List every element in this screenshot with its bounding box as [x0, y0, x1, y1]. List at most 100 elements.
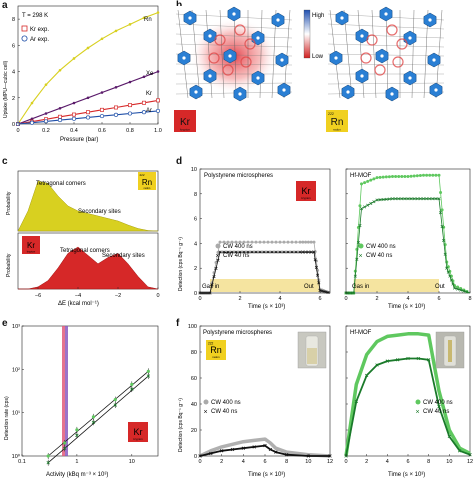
- a-point-rn: [72, 57, 76, 60]
- a-xtick-label: 0.4: [70, 128, 78, 134]
- node-centre: [282, 88, 286, 92]
- d-xlabel-left: Time (s × 10³): [248, 304, 285, 310]
- d-point-40: [353, 274, 357, 278]
- svg-text:CW 40 ns: CW 40 ns: [223, 253, 249, 259]
- d-point-400: [358, 204, 362, 208]
- svg-text:CW 400 ns: CW 400 ns: [211, 400, 241, 406]
- badge-kr: Kr krypton: [174, 110, 196, 132]
- a-ytick-label: 0: [12, 122, 15, 128]
- d-point-40: [222, 250, 226, 254]
- d-point-40: [363, 205, 367, 209]
- a-point-rn: [86, 46, 90, 50]
- f-point-40: [437, 404, 441, 409]
- d-point-40: [415, 197, 419, 201]
- gas-exposure-band-left: [210, 279, 320, 292]
- c-xlabel: ΔE (kcal mol⁻¹): [58, 301, 99, 307]
- d-point-40: [459, 288, 463, 292]
- d-point-40: [210, 283, 214, 287]
- f-point-40: [274, 450, 278, 454]
- d-point-400: [412, 174, 416, 178]
- svg-text:Rn: Rn: [142, 178, 152, 187]
- a-xtick-label: 0.8: [126, 128, 134, 134]
- e-point-400: [146, 369, 150, 373]
- e-band-purple: [65, 326, 68, 456]
- f-point-40: [426, 358, 431, 362]
- d-xtick-label: 2: [238, 296, 241, 302]
- d-line-40: [200, 251, 331, 294]
- svg-text:CW 40 ns: CW 40 ns: [423, 409, 449, 415]
- node-centre: [238, 92, 242, 96]
- a-point-xe: [44, 112, 48, 115]
- a-point-ar: [113, 112, 119, 117]
- e-point-40: [146, 374, 151, 378]
- f-xtick-label: 10: [305, 459, 311, 465]
- d-point-40: [242, 250, 246, 254]
- a-xtick-label: 1.0: [154, 128, 162, 134]
- panel-b-structures: High Low Kr krypton 222 Rn radon: [174, 6, 446, 132]
- f-point-40: [406, 356, 410, 361]
- e-ytick-label: 10¹: [12, 411, 20, 417]
- a-point-ar: [85, 115, 91, 120]
- node-centre: [408, 36, 412, 40]
- a-xtick-label: 0.2: [42, 128, 50, 134]
- d-point-40: [428, 197, 432, 201]
- svg-text:CW 400 ns: CW 400 ns: [366, 244, 396, 250]
- d-line-40: [346, 198, 471, 294]
- d-point-400: [254, 240, 258, 244]
- d-gas-in-left: Gas in: [202, 284, 219, 290]
- d-point-40: [294, 250, 298, 254]
- d-point-40: [359, 207, 364, 211]
- f-line-40: [199, 444, 330, 457]
- d-point-40: [409, 197, 413, 201]
- f-ytick-label: 40: [191, 402, 197, 408]
- a-point-rn: [58, 68, 62, 72]
- a-point-rn: [100, 37, 104, 41]
- linker: [327, 33, 445, 39]
- d-point-40: [390, 197, 395, 201]
- d-point-400: [391, 174, 394, 178]
- f-xlabel-left: Time (s × 10³): [248, 472, 285, 478]
- a-ytick-label: 6: [12, 43, 15, 49]
- d-point-40: [421, 197, 426, 201]
- node-centre: [182, 56, 186, 60]
- d-point-400: [448, 269, 452, 273]
- panel-f-chart: Polystyrene microspheres Hf-MOF 222 Rn r…: [178, 324, 473, 478]
- e-point-40: [113, 403, 117, 407]
- panel-letter-e: e: [2, 318, 8, 329]
- d-point-40: [449, 278, 453, 282]
- svg-text:CW 400 ns: CW 400 ns: [223, 244, 253, 250]
- a-xtick-label: 0: [16, 128, 19, 134]
- d-point-400: [425, 173, 429, 177]
- f-left-title: Polystyrene microspheres: [203, 330, 272, 336]
- d-ytick-label: 0: [194, 291, 197, 297]
- vial-photo-left: [297, 331, 327, 369]
- d-point-40: [452, 286, 457, 290]
- d-point-40: [216, 258, 220, 262]
- node-centre: [194, 90, 198, 94]
- a-point-kr: [86, 110, 90, 115]
- a-point-rn: [156, 11, 160, 14]
- a-point-xe: [114, 85, 118, 89]
- d-point-400: [428, 173, 432, 177]
- scale-high: High: [312, 13, 324, 19]
- svg-text:radon: radon: [333, 128, 341, 132]
- d-point-400: [381, 175, 385, 179]
- d-point-400: [226, 240, 230, 244]
- d-point-40: [446, 270, 450, 274]
- f-ytick-label: 60: [191, 376, 197, 382]
- a-point-rn: [44, 83, 48, 86]
- d-point-40: [403, 197, 407, 201]
- d-ytick-label: 10: [191, 167, 197, 173]
- d-point-40: [366, 203, 370, 207]
- svg-text:Ar exp.: Ar exp.: [30, 37, 49, 43]
- d-point-400: [309, 240, 313, 244]
- a-point-xe: [58, 106, 62, 110]
- d-point-40: [356, 240, 360, 244]
- node-centre: [256, 76, 260, 80]
- d-point-400: [262, 240, 266, 244]
- d-point-400: [230, 240, 234, 244]
- f-xtick-label: 6: [406, 459, 409, 465]
- d-point-40: [274, 250, 278, 254]
- mof-structure-rn: [326, 6, 446, 102]
- d-point-40: [381, 197, 385, 202]
